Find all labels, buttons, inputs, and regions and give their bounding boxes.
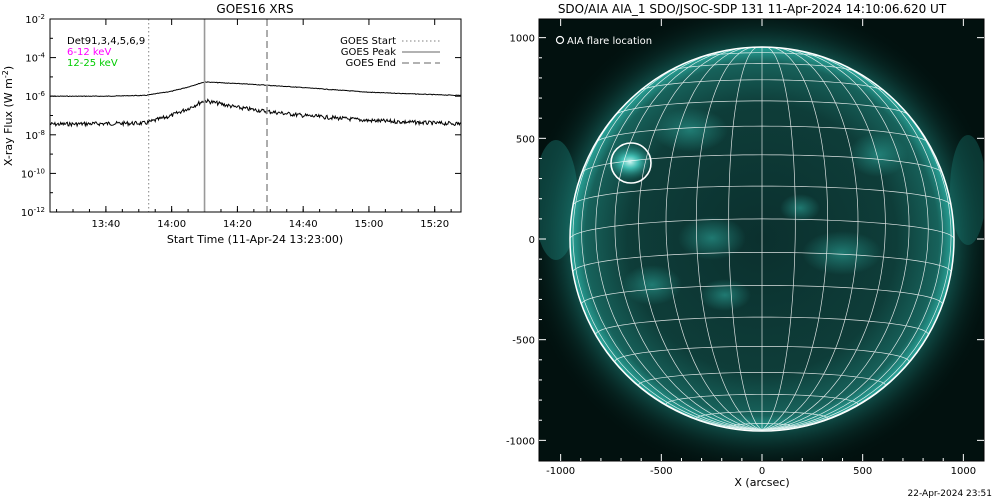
series-line-6-12kev	[50, 81, 461, 98]
longitude-line	[761, 47, 796, 431]
flare-legend-text: AIA flare location	[567, 36, 652, 47]
xrs-x-axis: 13:40 14:00 14:20 14:40 15:00 15:20	[56, 19, 452, 230]
flaring-active-region	[606, 144, 654, 180]
xrs-title: GOES16 XRS	[216, 2, 293, 16]
xrs-plot-frame	[49, 18, 462, 213]
aia-y-tick-label: 1000	[510, 34, 535, 45]
longitude-line	[761, 54, 943, 431]
xrs-y-tick-label: 10-8	[25, 129, 45, 142]
xrs-y-tick-label: 10-10	[21, 167, 45, 180]
aia-x-tick-label: 500	[853, 466, 872, 477]
aia-y-tick-label: -1000	[506, 436, 535, 447]
xrs-x-tick-label: 14:20	[223, 219, 252, 230]
xrs-panel: GOES16 XRS 10-2 10-4 10-6 10-8 10-10 10-12 13…	[1, 2, 462, 246]
solar-limb-outline	[569, 46, 955, 432]
longitude-line	[761, 47, 829, 431]
xrs-x-tick-label: 13:40	[91, 219, 120, 230]
xrs-x-tick-label: 14:40	[289, 219, 318, 230]
aia-x-tick-label: -500	[650, 466, 673, 477]
legend-12-25kev: 12-25 keV	[67, 58, 118, 69]
aia-y-tick-label: 0	[529, 235, 535, 246]
xrs-x-tick-label: 14:00	[157, 219, 186, 230]
legend-goes-end: GOES End	[346, 58, 396, 69]
aia-panel: SDO/AIA AIA_1 SDO/JSOC-SDP 131 11-Apr-20…	[506, 2, 985, 489]
xrs-y-axis-label: X-ray Flux (W m-2)	[1, 66, 15, 166]
longitude-line	[761, 47, 886, 431]
aia-x-tick-label: -1000	[546, 466, 575, 477]
legend-6-12kev: 6-12 keV	[67, 47, 111, 58]
xrs-y-tick-label: 10-2	[25, 13, 45, 26]
xrs-x-axis-label: Start Time (11-Apr-24 13:23:00)	[167, 233, 343, 246]
xrs-x-tick-label: 15:00	[355, 219, 384, 230]
xrs-legend: GOES Start GOES Peak GOES End	[340, 36, 440, 69]
aia-x-tick-label: 1000	[951, 466, 976, 477]
limb-loops-east	[539, 140, 578, 260]
longitude-line	[761, 47, 859, 431]
longitude-line	[614, 49, 763, 431]
aia-x-axis: -1000 -500 0 500 1000	[546, 19, 976, 477]
longitude-line	[581, 54, 763, 431]
series-line-12-25kev	[50, 98, 461, 128]
aia-y-axis: 1000 500 0 -500 -1000	[506, 34, 984, 447]
aia-title: SDO/AIA AIA_1 SDO/JSOC-SDP 131 11-Apr-20…	[558, 2, 947, 16]
xrs-y-tick-label: 10-12	[21, 206, 45, 219]
flare-location-circle	[610, 142, 652, 184]
xrs-y-tick-label: 10-6	[25, 90, 45, 103]
flare-legend-icon	[555, 35, 565, 45]
xrs-x-tick-label: 15:20	[420, 219, 449, 230]
aia-x-axis-label: X (arcsec)	[734, 476, 789, 489]
longitude-line	[695, 47, 763, 431]
aia-y-tick-label: -500	[512, 336, 535, 347]
longitude-line	[665, 47, 763, 431]
aia-x-tick-label: 0	[759, 466, 765, 477]
xrs-y-axis: 10-2 10-4 10-6 10-8 10-10 10-12	[21, 13, 461, 219]
detector-label: Det91,3,4,5,6,9	[67, 36, 145, 47]
longitude-line	[728, 47, 763, 431]
aia-sun-image	[539, 19, 984, 461]
limb-loops-west	[950, 135, 984, 245]
aia-y-tick-label: 500	[516, 134, 535, 145]
longitude-line	[761, 49, 929, 431]
longitude-line	[595, 49, 763, 431]
longitude-line	[638, 47, 763, 431]
longitude-line	[761, 76, 952, 431]
legend-goes-start: GOES Start	[340, 36, 396, 47]
longitude-line	[761, 49, 910, 431]
legend-goes-peak: GOES Peak	[341, 47, 396, 58]
xrs-y-tick-label: 10-4	[25, 52, 45, 65]
longitude-line	[572, 76, 763, 431]
disk-features	[606, 108, 908, 311]
footer-timestamp: 22-Apr-2024 23:51	[908, 489, 992, 499]
